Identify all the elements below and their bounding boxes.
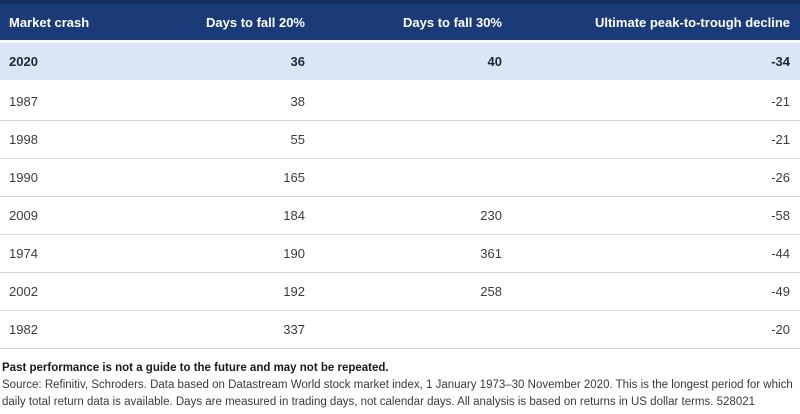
cell-value: -34 [771,54,790,69]
cell-value [315,159,512,197]
cell-value: 165 [283,170,305,185]
cell-value: -58 [771,208,790,223]
cell-value [315,311,512,349]
cell-value: -21 [771,94,790,109]
table-body: 2020 36 40 -34 1987 38 -21 1998 55 -21 1990 165 -26 2… [0,41,800,349]
cell-value: 258 [480,284,502,299]
column-header: Days to fall 20% [190,0,315,42]
cell-value [315,121,512,159]
table-row: 2020 36 40 -34 [0,41,800,82]
row-label: 2009 [9,208,38,223]
footnotes: Past performance is not a guide to the f… [0,360,800,411]
table-row: 2002 192 258 -49 [0,272,800,311]
row-label: 1982 [9,322,38,337]
header-row: Market crash Days to fall 20% Days to fall… [0,0,800,42]
table-row: 1998 55 -21 [0,120,800,159]
table-row: 2009 184 230 -58 [0,196,800,235]
cell-value: -44 [771,246,790,261]
cell-value: 40 [487,54,502,69]
cell-value: 192 [283,284,305,299]
table-row: 1990 165 -26 [0,158,800,197]
past-performance-disclaimer: Past performance is not a guide to the f… [2,362,389,374]
cell-value: 36 [290,54,305,69]
column-header: Days to fall 30% [315,0,512,42]
row-label: 2002 [9,284,38,299]
table-row: 1982 337 -20 [0,310,800,349]
column-header: Ultimate peak-to-trough decline [512,0,800,42]
cell-value: -49 [771,284,790,299]
row-label: 2020 [9,54,38,69]
cell-value: 337 [283,322,305,337]
table-header: Market crash Days to fall 20% Days to fall… [0,0,800,42]
cell-value: 361 [480,246,502,261]
cell-value: -21 [771,132,790,147]
market-crash-table: Market crash Days to fall 20% Days to fall… [0,0,800,349]
cell-value: 190 [283,246,305,261]
cell-value: -26 [771,170,790,185]
cell-value: 55 [290,132,305,147]
cell-value: 38 [290,94,305,109]
cell-value: 230 [480,208,502,223]
column-header: Market crash [0,0,190,42]
row-label: 1987 [9,94,38,109]
table-row: 1974 190 361 -44 [0,234,800,273]
table-row: 1987 38 -21 [0,81,800,121]
cell-value [315,82,512,121]
source-note: Source: Refinitiv, Schroders. Data based… [2,379,793,408]
row-label: 1998 [9,132,38,147]
cell-value: -20 [771,322,790,337]
row-label: 1974 [9,246,38,261]
row-label: 1990 [9,170,38,185]
cell-value: 184 [283,208,305,223]
